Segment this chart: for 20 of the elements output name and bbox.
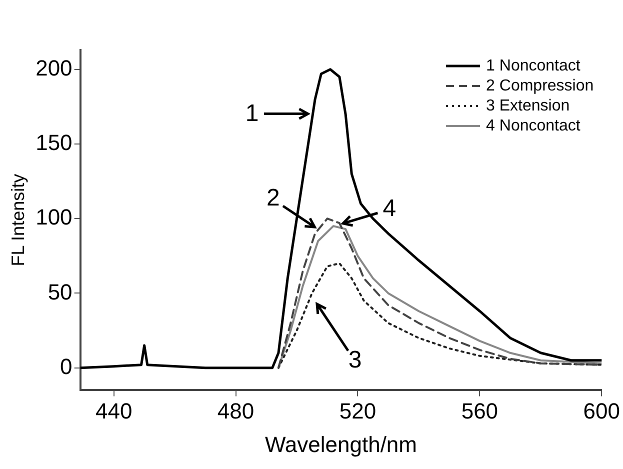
legend-label: 1 Noncontact [486, 57, 581, 74]
x-tick-label: 600 [583, 398, 620, 424]
annotation: 3 [348, 346, 362, 374]
y-axis-title: FL Intensity [8, 174, 28, 266]
y-tick-label: 150 [36, 130, 72, 156]
legend-label: 2 Compression [486, 77, 594, 94]
annotation: 4 [382, 195, 396, 222]
legend-label: 4 Noncontact [486, 117, 581, 134]
x-tick-label: 480 [217, 398, 254, 424]
y-tick-label: 100 [36, 204, 72, 230]
y-tick-label: 0 [60, 354, 72, 379]
y-tick-label: 50 [48, 279, 72, 304]
annotation: 2 [266, 184, 280, 212]
x-tick-label: 560 [461, 398, 498, 424]
annotation: 1 [245, 100, 259, 127]
legend-label: 3 Extension [486, 97, 570, 114]
x-axis-title: Wavelength/nm [264, 432, 417, 457]
x-tick-label: 440 [95, 398, 132, 424]
y-tick-label: 200 [36, 55, 72, 80]
x-tick-label: 520 [339, 398, 376, 424]
